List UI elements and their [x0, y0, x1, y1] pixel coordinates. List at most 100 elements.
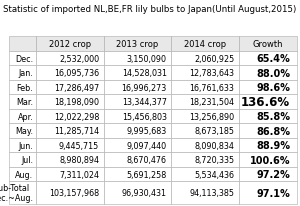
Bar	[36, 109, 104, 124]
Text: 96,930,431: 96,930,431	[122, 188, 167, 197]
Bar	[171, 153, 239, 167]
Bar	[104, 52, 171, 66]
Text: 16,761,633: 16,761,633	[189, 83, 234, 92]
Text: 16,996,273: 16,996,273	[122, 83, 167, 92]
Bar	[9, 181, 36, 204]
Text: 16,095,736: 16,095,736	[54, 69, 99, 78]
Text: 15,456,803: 15,456,803	[122, 112, 167, 121]
Text: 5,534,436: 5,534,436	[194, 170, 234, 179]
Bar	[239, 52, 297, 66]
Bar	[9, 52, 36, 66]
Bar	[171, 66, 239, 80]
Text: Statistic of imported NL,BE,FR lily bulbs to Japan(Until August,2015): Statistic of imported NL,BE,FR lily bulb…	[3, 5, 296, 14]
Text: Jan.: Jan.	[19, 69, 34, 78]
Bar	[36, 153, 104, 167]
Bar	[9, 153, 36, 167]
Bar	[239, 167, 297, 181]
Text: 2013 crop: 2013 crop	[116, 40, 159, 49]
Bar	[36, 52, 104, 66]
Bar	[104, 138, 171, 153]
Bar	[239, 66, 297, 80]
Bar	[239, 181, 297, 204]
Text: 136.6%: 136.6%	[241, 96, 290, 109]
Bar	[104, 80, 171, 95]
Text: 2,532,000: 2,532,000	[59, 54, 99, 63]
Text: 88.9%: 88.9%	[256, 140, 290, 150]
Text: 13,256,890: 13,256,890	[189, 112, 234, 121]
Bar	[239, 124, 297, 138]
Bar	[104, 167, 171, 181]
Bar	[36, 138, 104, 153]
Bar	[9, 80, 36, 95]
Bar	[9, 37, 36, 52]
Bar	[239, 37, 297, 52]
Bar	[9, 66, 36, 80]
Text: 65.4%: 65.4%	[256, 54, 290, 64]
Text: 98.6%: 98.6%	[256, 83, 290, 93]
Text: 94,113,385: 94,113,385	[189, 188, 234, 197]
Text: 3,150,090: 3,150,090	[127, 54, 167, 63]
Text: 17,286,497: 17,286,497	[54, 83, 99, 92]
Bar	[171, 95, 239, 109]
Text: 2,060,925: 2,060,925	[194, 54, 234, 63]
Bar	[9, 109, 36, 124]
Text: 11,285,714: 11,285,714	[54, 126, 99, 136]
Bar	[171, 52, 239, 66]
Bar	[36, 66, 104, 80]
Bar	[171, 37, 239, 52]
Bar	[171, 181, 239, 204]
Text: 103,157,968: 103,157,968	[49, 188, 99, 197]
Text: Sub-Total
Dec.~Aug.: Sub-Total Dec.~Aug.	[0, 183, 34, 202]
Text: 97.2%: 97.2%	[256, 169, 290, 179]
Text: 8,090,834: 8,090,834	[194, 141, 234, 150]
Text: 5,691,258: 5,691,258	[126, 170, 167, 179]
Text: 12,022,298: 12,022,298	[54, 112, 99, 121]
Text: 13,344,377: 13,344,377	[122, 98, 167, 107]
Text: 8,673,185: 8,673,185	[194, 126, 234, 136]
Text: 12,783,643: 12,783,643	[189, 69, 234, 78]
Bar	[171, 138, 239, 153]
Bar	[36, 37, 104, 52]
Bar	[104, 66, 171, 80]
Text: 9,445,715: 9,445,715	[59, 141, 99, 150]
Text: 2012 crop: 2012 crop	[49, 40, 91, 49]
Text: 97.1%: 97.1%	[256, 188, 290, 198]
Bar	[104, 109, 171, 124]
Bar	[104, 153, 171, 167]
Text: 8,980,894: 8,980,894	[59, 155, 99, 164]
Text: 2014 crop: 2014 crop	[184, 40, 226, 49]
Bar	[104, 124, 171, 138]
Bar	[239, 109, 297, 124]
Text: Growth: Growth	[253, 40, 283, 49]
Bar	[239, 138, 297, 153]
Text: 7,311,024: 7,311,024	[59, 170, 99, 179]
Bar	[239, 80, 297, 95]
Text: 100.6%: 100.6%	[250, 155, 290, 165]
Bar	[36, 181, 104, 204]
Text: 8,670,476: 8,670,476	[127, 155, 167, 164]
Bar	[36, 80, 104, 95]
Bar	[171, 80, 239, 95]
Bar	[171, 124, 239, 138]
Text: Jun.: Jun.	[19, 141, 34, 150]
Text: 18,198,090: 18,198,090	[54, 98, 99, 107]
Text: Jul.: Jul.	[22, 155, 34, 164]
Text: 9,097,440: 9,097,440	[127, 141, 167, 150]
Bar	[9, 138, 36, 153]
Bar	[104, 37, 171, 52]
Bar	[9, 95, 36, 109]
Bar	[171, 167, 239, 181]
Text: May.: May.	[16, 126, 34, 136]
Bar	[9, 167, 36, 181]
Bar	[104, 95, 171, 109]
Bar	[171, 109, 239, 124]
Bar	[36, 167, 104, 181]
Bar	[239, 153, 297, 167]
Text: 85.8%: 85.8%	[256, 112, 290, 122]
Text: 86.8%: 86.8%	[256, 126, 290, 136]
Text: 14,528,031: 14,528,031	[122, 69, 167, 78]
Text: Dec.: Dec.	[15, 54, 34, 63]
Bar	[36, 95, 104, 109]
Text: 9,995,683: 9,995,683	[126, 126, 167, 136]
Text: Mar.: Mar.	[16, 98, 34, 107]
